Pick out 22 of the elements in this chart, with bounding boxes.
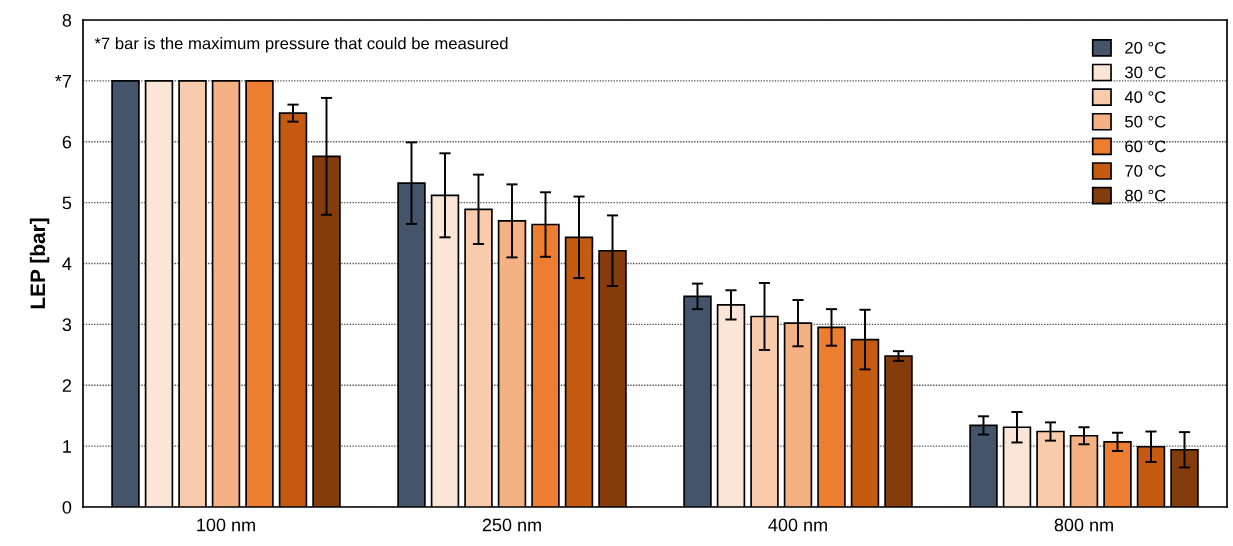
- x-tick-label: 400 nm: [768, 518, 827, 532]
- y-tick-label: 0: [62, 500, 72, 514]
- y-axis-title: LEP [bar]: [29, 218, 50, 309]
- legend-label: 50 °C: [1125, 115, 1166, 128]
- legend-label: 60 °C: [1125, 140, 1166, 153]
- y-tick-label: 1: [63, 440, 72, 453]
- legend-label: 20 °C: [1125, 41, 1166, 54]
- y-tick-label: 6: [62, 135, 72, 149]
- y-tick-label: *7: [55, 75, 71, 88]
- legend-label: 80 °C: [1125, 189, 1166, 202]
- x-tick-label: 800 nm: [1054, 518, 1113, 532]
- legend-label: 30 °C: [1125, 66, 1166, 79]
- y-tick-label: 3: [62, 318, 72, 332]
- legend-label: 70 °C: [1125, 165, 1166, 177]
- legend-label: 40 °C: [1124, 91, 1166, 103]
- y-tick-label: 4: [62, 257, 72, 271]
- x-tick-label: 100 nm: [197, 518, 255, 532]
- y-tick-label: 2: [62, 379, 71, 392]
- x-tick-label: 250 nm: [482, 518, 541, 532]
- y-tick-label: 5: [62, 196, 72, 210]
- y-tick-label: 8: [62, 13, 72, 27]
- annotation: *7 bar is the maximum pressure that could be measured: [94, 37, 508, 53]
